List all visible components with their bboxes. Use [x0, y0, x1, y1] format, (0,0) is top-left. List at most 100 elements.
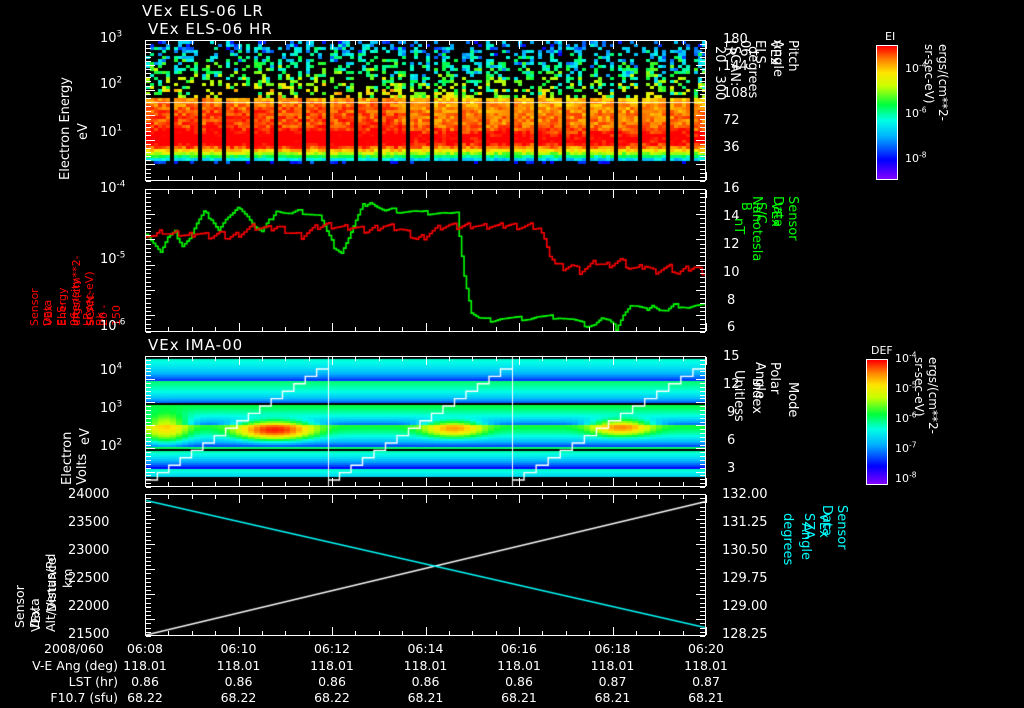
table-cell: 0.86	[411, 674, 440, 689]
panel2-right-tick	[700, 206, 705, 207]
table-row-label: LST (hr)	[68, 674, 118, 689]
panel2-right-tick	[700, 286, 705, 287]
panel1-right-tick	[700, 102, 705, 103]
panel1-right-tick	[700, 144, 705, 145]
panel3-top-tick	[472, 357, 473, 361]
panel2-right-tick-6: 6	[727, 320, 736, 335]
time-tick-label: 06:10	[220, 641, 257, 656]
panel4-right-tick	[700, 561, 705, 562]
panel3-left-tick	[146, 406, 151, 407]
panel4-right-tick	[700, 623, 705, 624]
panel3-top-tick	[636, 357, 637, 361]
panel3-right-tick	[700, 398, 705, 399]
panel1-bottom-tick	[285, 176, 286, 180]
panel4-left-tick	[146, 548, 151, 549]
panel3-bottom-tick	[542, 482, 543, 486]
panel1-top-tick	[309, 41, 310, 45]
table-cell: 118.01	[123, 658, 167, 673]
panel3-left-tick	[146, 487, 151, 488]
panel1-bottom-tick	[589, 176, 590, 180]
panel3-top-tick	[659, 357, 660, 361]
panel4-right-tick-13125: 131.25	[722, 515, 768, 530]
panel3-right-tick	[700, 418, 705, 419]
panel4-left-tick	[146, 557, 151, 558]
panel3-right-tick	[700, 479, 705, 480]
panel3-right-tick	[700, 460, 705, 461]
panel3-ytick-1e2: 102	[100, 437, 123, 454]
panel4-right-tick	[700, 615, 705, 616]
panel3-bottom-tick	[379, 482, 380, 486]
panel3-left-tick	[146, 479, 151, 480]
panel3-bottom-tick	[449, 482, 450, 486]
panel2-top-tick	[449, 190, 450, 194]
panel2-top-tick	[706, 190, 707, 198]
panel4-right-tick	[700, 552, 705, 553]
panel4-right-tick	[700, 507, 705, 508]
panel3-right-tick-6: 6	[727, 433, 736, 448]
panel1-right-tick	[700, 81, 705, 82]
panel3-top-tick	[449, 357, 450, 361]
panel4-bottom-tick	[192, 631, 193, 635]
panel4-left-tick	[146, 565, 151, 566]
panel2-left-tick	[146, 282, 151, 283]
panel1-left-tick	[146, 106, 151, 107]
panel2-left-tick	[146, 273, 151, 274]
panel1-top-tick	[496, 41, 497, 45]
panel3-bottom-tick	[519, 478, 520, 486]
panel2-left-tick	[146, 315, 155, 316]
panel2-left-tick	[146, 239, 155, 240]
panel4-top-tick	[589, 495, 590, 499]
panel2-left-tick	[146, 210, 151, 211]
panel1-left-tick	[146, 40, 155, 41]
panel1-right-tick	[700, 123, 705, 124]
panel2-right-tick-14: 14	[723, 209, 740, 224]
panel1-right-tick	[700, 52, 705, 53]
panel3-left-tick	[146, 379, 155, 380]
panel2-left-tick	[146, 303, 151, 304]
panel4-left-tick	[146, 540, 151, 541]
panel1-bottom-tick	[145, 172, 146, 180]
panel1-right-tick	[700, 160, 705, 161]
panel1-colorbar	[876, 45, 898, 180]
panel1-left-tick	[146, 177, 151, 178]
panel2-left-tick	[146, 235, 151, 236]
panel1-top-tick	[566, 41, 567, 45]
panel2-top-tick	[262, 190, 263, 194]
panel3-right-tick	[700, 437, 705, 438]
panel4-right-tick	[700, 578, 705, 579]
time-tick-label: 06:08	[126, 641, 164, 656]
panel1-left-tick	[146, 119, 151, 120]
panel4-right-tick	[700, 598, 705, 599]
panel4-bottom-tick	[449, 631, 450, 635]
panel3-right-tick	[700, 375, 705, 376]
panel4-right-tick	[700, 590, 705, 591]
panel1-left-tick	[146, 152, 151, 153]
panel3-left-tick	[146, 456, 151, 457]
panel4-top-tick	[309, 495, 310, 499]
panel3-bottom-tick	[683, 482, 684, 486]
panel3-bottom-tick	[215, 482, 216, 486]
panel2-bottom-tick	[613, 323, 614, 331]
table-cell: 0.87	[692, 674, 720, 689]
panel2-right-tick	[700, 328, 705, 329]
panel4-bottom-tick	[542, 631, 543, 635]
panel2-left-tick	[146, 218, 151, 219]
panel1-left-tick	[146, 94, 151, 95]
panel2-bottom-tick	[496, 327, 497, 331]
panel4-right-tick	[700, 532, 705, 533]
panel4-right-tick-12900: 129.00	[722, 599, 768, 614]
panel3-left-tick	[146, 391, 151, 392]
panel1-top-tick	[449, 41, 450, 45]
panel3-bottom-tick	[566, 482, 567, 486]
panel4-left-tick	[146, 544, 155, 545]
panel3-right-tick	[700, 383, 705, 384]
panel3-bottom-tick	[659, 482, 660, 486]
time-tick-label: 06:20	[687, 641, 725, 656]
panel3-bottom-tick	[402, 482, 403, 486]
panel3-left-tick	[146, 475, 151, 476]
panel4-top-tick	[613, 495, 614, 503]
panel1-bottom-tick	[566, 176, 567, 180]
panel3-bottom-tick	[145, 478, 146, 486]
panel2-left-tick	[146, 307, 151, 308]
panel4-top-tick	[636, 495, 637, 499]
